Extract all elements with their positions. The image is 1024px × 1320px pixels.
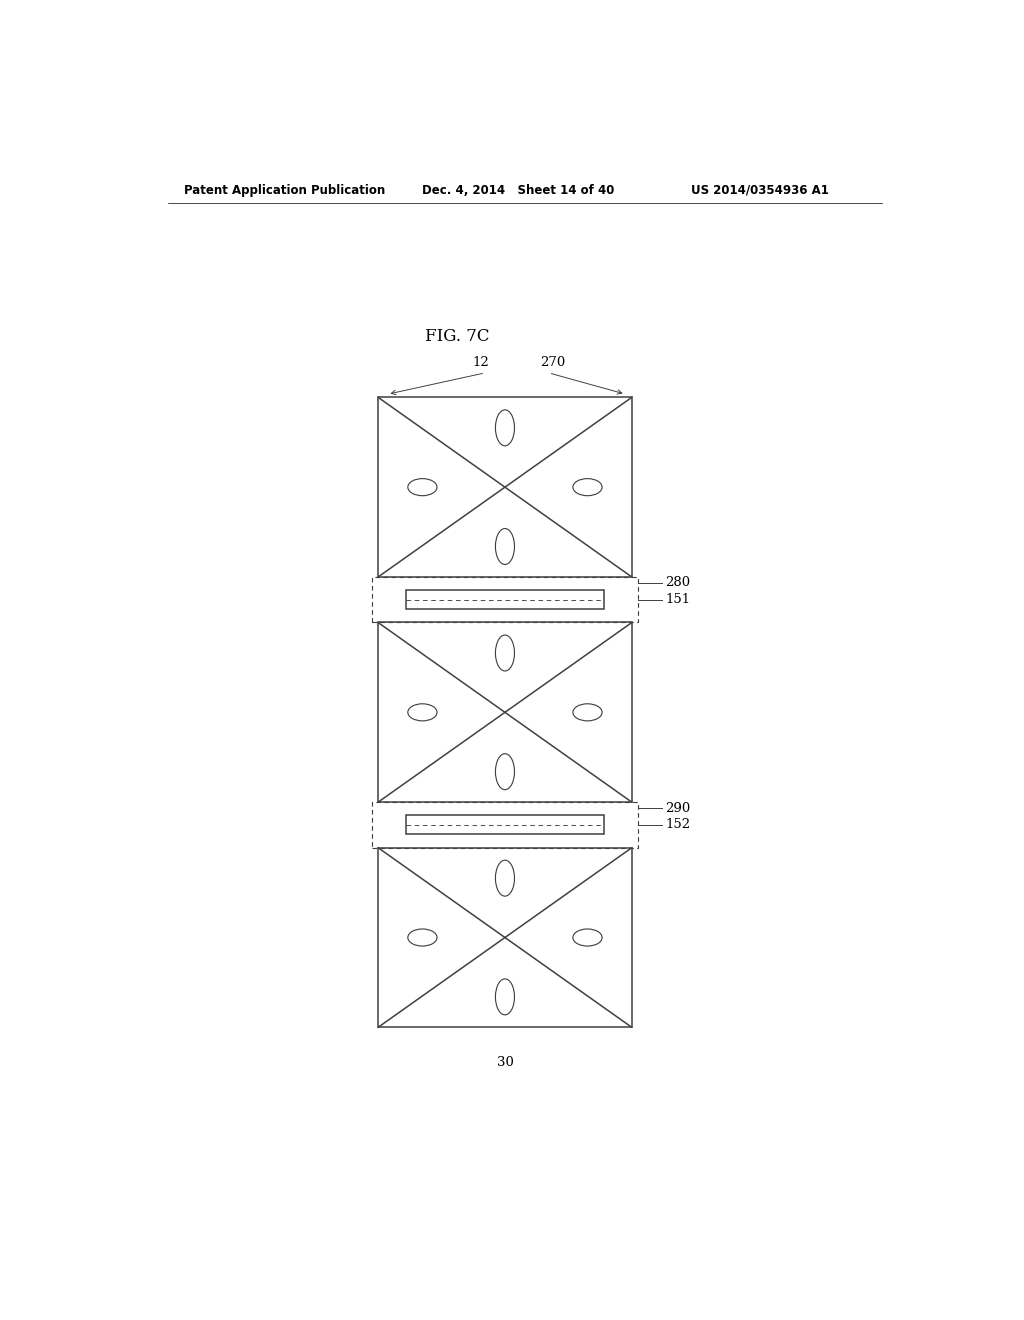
Text: US 2014/0354936 A1: US 2014/0354936 A1 bbox=[691, 183, 829, 197]
Bar bbox=[406, 590, 604, 610]
Bar bbox=[372, 577, 638, 623]
Text: 152: 152 bbox=[666, 818, 690, 832]
Bar bbox=[406, 816, 604, 834]
Bar bbox=[372, 803, 638, 847]
Bar bbox=[378, 397, 632, 577]
Text: 270: 270 bbox=[540, 356, 565, 368]
Text: Patent Application Publication: Patent Application Publication bbox=[183, 183, 385, 197]
Text: 290: 290 bbox=[666, 801, 690, 814]
Text: 30: 30 bbox=[497, 1056, 513, 1069]
Text: FIG. 7C: FIG. 7C bbox=[425, 329, 489, 346]
Bar bbox=[378, 623, 632, 803]
Text: Dec. 4, 2014   Sheet 14 of 40: Dec. 4, 2014 Sheet 14 of 40 bbox=[422, 183, 614, 197]
Text: 12: 12 bbox=[473, 356, 489, 368]
Bar bbox=[378, 847, 632, 1027]
Text: 280: 280 bbox=[666, 577, 690, 589]
Text: 151: 151 bbox=[666, 593, 690, 606]
